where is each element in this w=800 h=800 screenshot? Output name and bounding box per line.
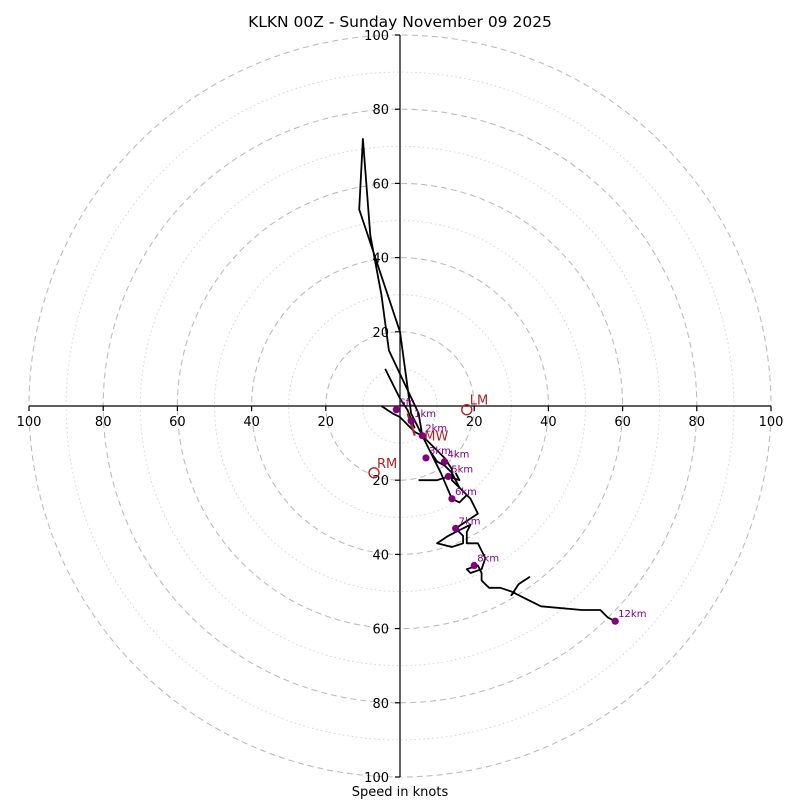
y-tick-label: 20 xyxy=(372,474,389,489)
lm-label: LM xyxy=(470,394,488,409)
height-label-6km: 6km xyxy=(455,487,477,498)
height-marker-1km xyxy=(407,417,415,425)
x-axis-label: Speed in knots xyxy=(352,785,449,800)
hodograph-trace xyxy=(358,137,616,623)
height-label-4km: 4km xyxy=(448,450,470,461)
storm-motion-vector xyxy=(406,413,416,436)
height-marker-2km xyxy=(418,432,426,440)
height-marker-5km xyxy=(444,472,452,481)
hodograph-trace-segment xyxy=(510,575,531,597)
height-label-5km: 5km xyxy=(451,464,473,475)
x-tick-label: 60 xyxy=(169,415,186,430)
height-label-8km: 8km xyxy=(477,554,499,565)
y-tick-label: 80 xyxy=(372,103,389,118)
tick-labels: 100 80 60 40 20 20 40 60 80 100204060801002040608… xyxy=(17,29,784,786)
x-tick-label: 60 xyxy=(614,415,631,430)
y-tick-label: 60 xyxy=(372,177,389,192)
x-tick-label: 20 xyxy=(318,415,335,430)
height-marker-3km xyxy=(422,454,430,462)
y-tick-label: 80 xyxy=(372,697,389,712)
height-marker-7km xyxy=(452,524,460,533)
mw-label: MW xyxy=(424,430,448,445)
x-tick-label: 80 xyxy=(689,415,706,430)
y-tick-label: 100 xyxy=(364,29,389,44)
axes xyxy=(29,35,771,777)
y-tick-label: 60 xyxy=(372,623,389,638)
height-label-1km: 1km xyxy=(414,409,436,420)
height-marker-8km xyxy=(470,561,478,570)
height-marker-6km xyxy=(448,495,456,503)
height-label-7km: 7km xyxy=(459,516,481,527)
height-label-3km: 3km xyxy=(429,446,451,457)
y-tick-label: 20 xyxy=(372,326,389,341)
height-marker-sfc xyxy=(392,406,400,414)
y-tick-label: 100 xyxy=(364,771,389,786)
height-label-2km: 2km xyxy=(425,424,447,435)
height-marker-4km xyxy=(440,458,449,466)
x-tick-label: 40 xyxy=(540,415,557,430)
x-tick-label: 20 xyxy=(466,415,483,430)
x-tick-label: 100 xyxy=(17,415,42,430)
y-tick-label: 40 xyxy=(372,548,389,563)
rm-marker xyxy=(368,467,380,479)
hodograph-traces xyxy=(358,137,616,623)
rm-label: RM xyxy=(377,457,397,472)
storm-motion: LM RM MW xyxy=(368,394,488,479)
x-tick-label: 40 xyxy=(243,415,260,430)
lm-marker xyxy=(461,404,473,416)
x-tick-label: 100 xyxy=(759,415,784,430)
chart-title: KLKN 00Z - Sunday November 09 2025 xyxy=(248,13,552,31)
height-marker-12km xyxy=(611,617,619,625)
x-tick-label: 80 xyxy=(95,415,112,430)
height-label-sfc: Sfc xyxy=(399,398,414,409)
height-label-12km: 12km xyxy=(618,609,646,620)
